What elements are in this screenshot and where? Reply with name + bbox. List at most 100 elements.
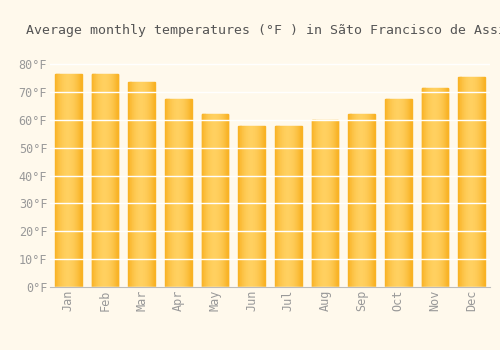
Bar: [81, 74, 82, 287]
Bar: [288, 126, 289, 287]
Bar: [333, 120, 334, 287]
Bar: [93, 74, 94, 287]
Bar: [321, 120, 322, 287]
Bar: [461, 77, 462, 287]
Bar: [221, 114, 222, 287]
Bar: [67, 74, 68, 287]
Bar: [176, 99, 177, 287]
Bar: [439, 88, 440, 287]
Bar: [247, 126, 248, 287]
Bar: [469, 77, 470, 287]
Bar: [181, 99, 182, 287]
Bar: [337, 120, 338, 287]
Bar: [291, 126, 292, 287]
Bar: [95, 74, 96, 287]
Bar: [362, 114, 363, 287]
Bar: [336, 120, 337, 287]
Bar: [258, 126, 259, 287]
Bar: [475, 77, 476, 287]
Bar: [248, 126, 249, 287]
Bar: [256, 126, 257, 287]
Bar: [100, 74, 101, 287]
Bar: [189, 99, 190, 287]
Bar: [203, 114, 204, 287]
Bar: [312, 120, 313, 287]
Bar: [479, 77, 480, 287]
Bar: [472, 77, 473, 287]
Bar: [143, 82, 144, 287]
Bar: [390, 99, 391, 287]
Bar: [131, 82, 132, 287]
Bar: [153, 82, 154, 287]
Bar: [62, 74, 63, 287]
Bar: [98, 74, 99, 287]
Bar: [59, 74, 60, 287]
Bar: [468, 77, 469, 287]
Bar: [315, 120, 316, 287]
Bar: [397, 99, 398, 287]
Bar: [144, 82, 145, 287]
Bar: [141, 82, 142, 287]
Bar: [130, 82, 131, 287]
Bar: [205, 114, 206, 287]
Bar: [251, 126, 252, 287]
Bar: [385, 99, 386, 287]
Bar: [69, 74, 70, 287]
Bar: [224, 114, 225, 287]
Bar: [209, 114, 210, 287]
Bar: [185, 99, 186, 287]
Bar: [243, 126, 244, 287]
Bar: [109, 74, 110, 287]
Bar: [410, 99, 411, 287]
Bar: [149, 82, 150, 287]
Bar: [326, 120, 327, 287]
Bar: [108, 74, 109, 287]
Bar: [351, 114, 352, 287]
Bar: [202, 114, 203, 287]
Bar: [167, 99, 168, 287]
Bar: [401, 99, 402, 287]
Bar: [442, 88, 443, 287]
Bar: [447, 88, 448, 287]
Bar: [388, 99, 389, 287]
Bar: [476, 77, 477, 287]
Bar: [275, 126, 276, 287]
Bar: [177, 99, 178, 287]
Bar: [170, 99, 171, 287]
Bar: [465, 77, 466, 287]
Bar: [297, 126, 298, 287]
Bar: [97, 74, 98, 287]
Bar: [426, 88, 427, 287]
Bar: [438, 88, 439, 287]
Bar: [241, 126, 242, 287]
Bar: [430, 88, 431, 287]
Bar: [436, 88, 437, 287]
Bar: [294, 126, 295, 287]
Bar: [392, 99, 393, 287]
Bar: [353, 114, 354, 287]
Bar: [175, 99, 176, 287]
Bar: [292, 126, 293, 287]
Bar: [260, 126, 261, 287]
Bar: [295, 126, 296, 287]
Bar: [71, 74, 72, 287]
Bar: [474, 77, 475, 287]
Bar: [191, 99, 192, 287]
Bar: [422, 88, 423, 287]
Bar: [211, 114, 212, 287]
Bar: [289, 126, 290, 287]
Bar: [411, 99, 412, 287]
Bar: [280, 126, 281, 287]
Bar: [320, 120, 321, 287]
Bar: [356, 114, 357, 287]
Bar: [96, 74, 97, 287]
Bar: [183, 99, 184, 287]
Bar: [470, 77, 471, 287]
Bar: [389, 99, 390, 287]
Bar: [151, 82, 152, 287]
Bar: [323, 120, 324, 287]
Bar: [359, 114, 360, 287]
Bar: [226, 114, 227, 287]
Bar: [335, 120, 336, 287]
Bar: [99, 74, 100, 287]
